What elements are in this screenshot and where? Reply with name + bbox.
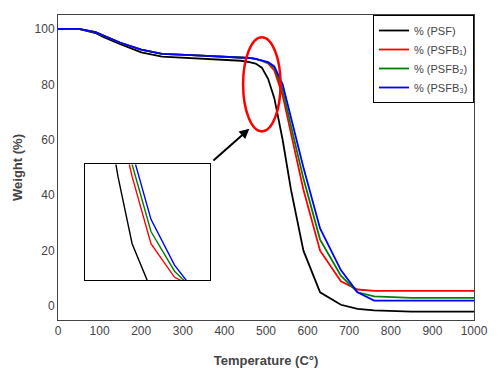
svg-text:900: 900: [422, 324, 442, 338]
svg-text:1000: 1000: [461, 324, 488, 338]
svg-text:80: 80: [41, 78, 55, 92]
svg-text:60: 60: [41, 133, 55, 147]
svg-text:% (PSFB₂): % (PSFB₂): [414, 63, 467, 75]
svg-text:% (PSF): % (PSF): [414, 25, 456, 37]
svg-text:40: 40: [41, 188, 55, 202]
svg-text:100: 100: [35, 22, 55, 36]
svg-text:400: 400: [214, 324, 234, 338]
svg-text:200: 200: [131, 324, 151, 338]
svg-text:500: 500: [256, 324, 276, 338]
svg-text:20: 20: [41, 244, 55, 258]
svg-text:800: 800: [381, 324, 401, 338]
svg-text:100: 100: [90, 324, 110, 338]
svg-text:0: 0: [55, 324, 62, 338]
svg-text:700: 700: [339, 324, 359, 338]
svg-text:600: 600: [298, 324, 318, 338]
svg-text:% (PSFB₃): % (PSFB₃): [414, 82, 467, 94]
svg-text:300: 300: [173, 324, 193, 338]
svg-text:% (PSFB₁): % (PSFB₁): [414, 44, 467, 56]
svg-text:Weight (%): Weight (%): [10, 134, 25, 201]
svg-text:0: 0: [48, 299, 55, 313]
svg-text:Temperature (C°): Temperature (C°): [214, 353, 319, 368]
